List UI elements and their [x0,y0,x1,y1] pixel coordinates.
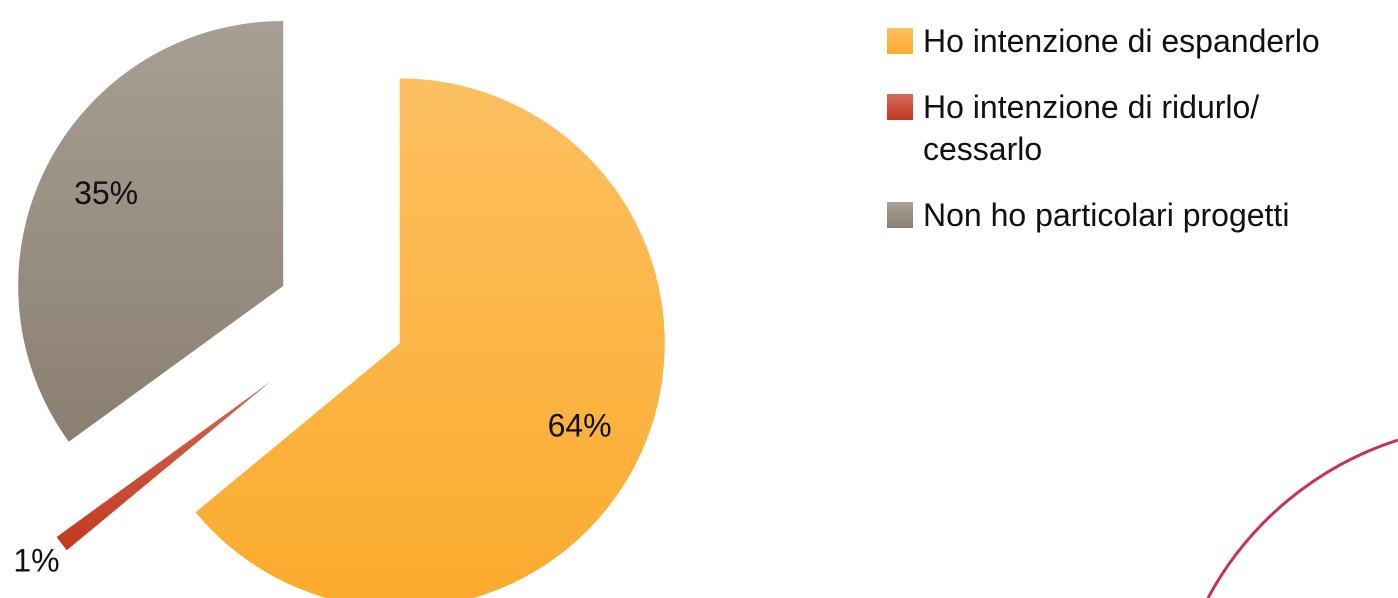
pie-slice [18,20,284,442]
decorative-arc [1206,438,1398,598]
pie-slice [195,78,665,598]
legend-item: Ho intenzione di ridurlo/ cessarlo [887,86,1357,170]
legend-label: Ho intenzione di ridurlo/ cessarlo [923,89,1260,167]
data-label: 35% [74,175,138,211]
data-label: 64% [548,407,612,443]
pie-slice [56,381,271,551]
legend-swatch [887,28,913,54]
legend: Ho intenzione di espanderlo Ho intenzione… [887,20,1357,260]
data-label: 1% [13,543,59,579]
legend-label: Ho intenzione di espanderlo [923,23,1320,59]
legend-item: Non ho particolari progetti [887,194,1357,236]
legend-item: Ho intenzione di espanderlo [887,20,1357,62]
legend-swatch [887,94,913,120]
legend-swatch [887,202,913,228]
legend-label: Non ho particolari progetti [923,197,1290,233]
